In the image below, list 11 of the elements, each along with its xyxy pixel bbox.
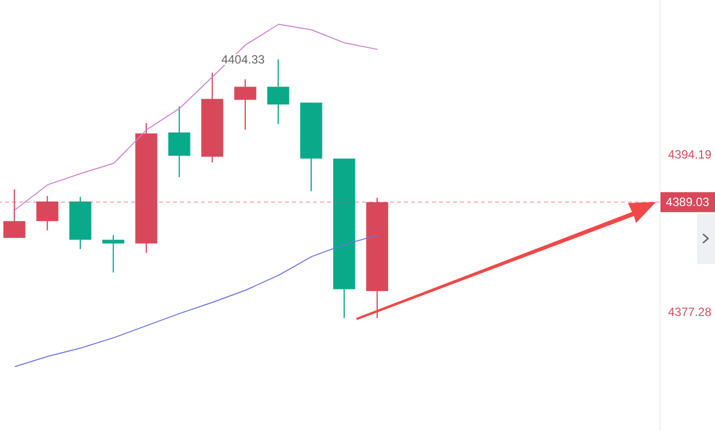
candlestick bbox=[267, 58, 290, 125]
candlestick bbox=[168, 106, 190, 178]
y-tick-label: 4394.19 bbox=[668, 147, 712, 162]
y-tick-label: 4377.28 bbox=[668, 305, 712, 320]
line-series bbox=[14, 24, 378, 210]
candlestick bbox=[3, 188, 26, 238]
candlestick bbox=[102, 234, 124, 274]
line-series bbox=[14, 234, 378, 368]
candlestick bbox=[234, 78, 256, 130]
ref-line-label: 4389.03 bbox=[666, 195, 710, 210]
candlestick bbox=[36, 195, 58, 232]
